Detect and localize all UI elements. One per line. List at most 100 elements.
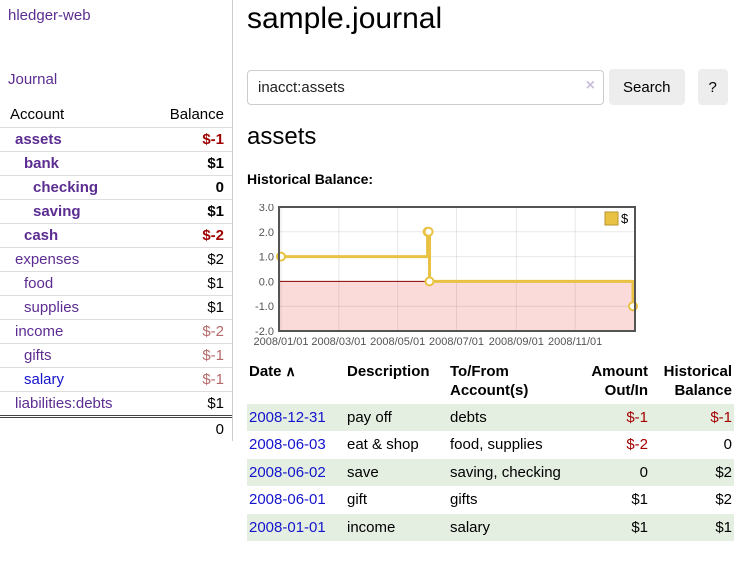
- search-bar: × Search ?: [247, 69, 728, 105]
- account-link[interactable]: assets: [15, 131, 62, 148]
- account-balance: $-2: [202, 323, 224, 340]
- transaction-date-link[interactable]: 2008-06-01: [249, 491, 326, 508]
- account-balance: $-1: [202, 347, 224, 364]
- svg-text:1.0: 1.0: [259, 252, 274, 264]
- transaction-amount: $1: [578, 513, 650, 541]
- accounts-total-value: 0: [215, 421, 224, 438]
- transaction-amount: $-2: [626, 436, 648, 453]
- account-heading: assets: [247, 123, 317, 150]
- svg-text:-1.0: -1.0: [255, 301, 274, 313]
- account-row: expenses $2: [0, 247, 232, 272]
- account-link[interactable]: liabilities:debts: [15, 395, 113, 412]
- account-link[interactable]: food: [24, 275, 54, 292]
- account-row: liabilities:debts $1: [0, 391, 232, 417]
- main-content: sample.journal × Search ? assets Histori…: [233, 0, 742, 582]
- svg-text:0.0: 0.0: [259, 276, 274, 288]
- account-balance: $-1: [202, 371, 224, 388]
- transaction-accounts: debts: [448, 403, 578, 431]
- svg-text:2008/01/01: 2008/01/01: [253, 336, 308, 348]
- account-row: gifts $-1: [0, 343, 232, 368]
- svg-text:-2.0: -2.0: [255, 326, 274, 338]
- svg-text:2.0: 2.0: [259, 227, 274, 239]
- page-title: sample.journal: [247, 2, 443, 35]
- transaction-description: pay off: [345, 403, 448, 431]
- account-balance: $-2: [202, 227, 224, 244]
- register-col-date[interactable]: Date ∧: [249, 363, 296, 380]
- sidebar: hledger-web Journal Account Balance asse…: [0, 0, 233, 441]
- account-link[interactable]: gifts: [24, 347, 52, 364]
- account-balance: $1: [207, 275, 224, 292]
- accounts-header-row: Account Balance: [0, 102, 232, 128]
- transaction-balance: $2: [650, 458, 734, 486]
- svg-text:2008/07/01: 2008/07/01: [429, 336, 484, 348]
- transaction-balance: 0: [723, 436, 732, 453]
- transaction-balance: $-1: [650, 403, 734, 431]
- svg-text:2008/09/01: 2008/09/01: [489, 336, 544, 348]
- register-col-amount: Amount Out/In: [591, 363, 648, 399]
- account-row: cash $-2: [0, 223, 232, 248]
- account-row: checking 0: [0, 175, 232, 200]
- transaction-amount: $1: [631, 491, 648, 508]
- account-link[interactable]: expenses: [15, 251, 80, 268]
- transaction-date-link[interactable]: 2008-01-01: [249, 518, 326, 536]
- account-link[interactable]: cash: [24, 227, 59, 244]
- transaction-row: 2008-01-01 income salary $1 $1: [247, 513, 734, 541]
- svg-text:2008/05/01: 2008/05/01: [370, 336, 425, 348]
- account-row: supplies $1: [0, 295, 232, 320]
- accounts-col-account: Account: [10, 106, 65, 123]
- transaction-description: save: [345, 458, 448, 486]
- account-row: salary $-1: [0, 367, 232, 392]
- account-balance: $1: [207, 155, 224, 172]
- transaction-date-link[interactable]: 2008-06-03: [249, 436, 326, 453]
- account-link[interactable]: bank: [24, 155, 60, 172]
- accounts-total-spacer: [0, 417, 149, 442]
- register-col-balance: Historical Balance: [663, 363, 732, 399]
- account-balance: $2: [207, 251, 224, 268]
- account-balance: $1: [207, 203, 224, 220]
- account-balance: $1: [207, 299, 224, 316]
- transaction-row: 2008-06-02 save saving, checking 0 $2: [247, 458, 734, 486]
- transaction-balance: $1: [650, 513, 734, 541]
- register-header-row: Date ∧ Description To/From Account(s) Amo…: [247, 360, 734, 404]
- transaction-amount: $-1: [578, 403, 650, 431]
- chart-title: Historical Balance:: [247, 171, 374, 187]
- register-col-accounts: To/From Account(s): [450, 363, 529, 399]
- account-link[interactable]: saving: [33, 203, 81, 220]
- help-button[interactable]: ?: [697, 69, 728, 105]
- transaction-row: 2008-06-01 gift gifts $1 $2: [247, 486, 734, 514]
- register-table: Date ∧ Description To/From Account(s) Amo…: [247, 360, 734, 541]
- account-link[interactable]: income: [15, 323, 64, 340]
- account-row: food $1: [0, 271, 232, 296]
- account-row: assets $-1: [0, 127, 232, 152]
- transaction-row: 2008-06-03 eat & shop food, supplies $-2 0: [247, 431, 734, 459]
- clear-search-icon[interactable]: ×: [585, 76, 595, 94]
- accounts-col-balance: Balance: [169, 106, 224, 123]
- account-link[interactable]: supplies: [24, 299, 80, 316]
- svg-text:$: $: [621, 211, 629, 226]
- svg-text:2008/11/01: 2008/11/01: [548, 336, 602, 348]
- search-button[interactable]: Search: [609, 69, 685, 105]
- account-row: saving $1: [0, 199, 232, 224]
- account-balance: 0: [215, 179, 224, 196]
- account-link[interactable]: checking: [33, 179, 99, 196]
- app-title-link[interactable]: hledger-web: [8, 7, 91, 24]
- transaction-accounts: saving, checking: [448, 458, 578, 486]
- register-col-description: Description: [347, 363, 430, 380]
- transaction-date-link[interactable]: 2008-06-02: [249, 463, 326, 481]
- transaction-description: income: [345, 513, 448, 541]
- transaction-date-link[interactable]: 2008-12-31: [249, 408, 326, 426]
- accounts-total-row: 0: [0, 416, 232, 442]
- accounts-table: Account Balance assets $-1 bank $1 checking 0…: [0, 102, 232, 441]
- svg-text:3.0: 3.0: [259, 204, 274, 214]
- transaction-amount: 0: [578, 458, 650, 486]
- account-balance: $1: [207, 395, 224, 412]
- sort-asc-icon: ∧: [285, 363, 296, 379]
- search-input[interactable]: [247, 69, 604, 105]
- svg-text:2008/03/01: 2008/03/01: [311, 336, 366, 348]
- account-link[interactable]: salary: [24, 371, 65, 388]
- transaction-accounts: gifts: [450, 491, 478, 508]
- account-row: bank $1: [0, 151, 232, 176]
- sidebar-item-journal[interactable]: Journal: [8, 71, 58, 88]
